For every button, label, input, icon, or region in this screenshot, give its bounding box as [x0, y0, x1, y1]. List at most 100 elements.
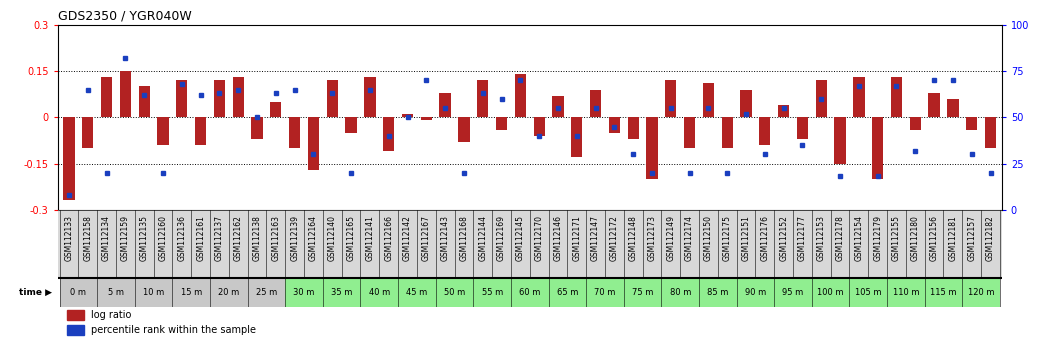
Bar	[590, 90, 601, 117]
Bar	[722, 117, 733, 148]
Text: GSM112149: GSM112149	[666, 215, 676, 261]
Bar	[816, 80, 827, 117]
Bar	[214, 80, 226, 117]
Bar	[985, 117, 997, 148]
Bar	[473, 278, 511, 307]
Bar	[440, 93, 451, 117]
Bar	[458, 117, 470, 142]
Bar	[135, 278, 172, 307]
Text: GSM112175: GSM112175	[723, 215, 732, 261]
Bar	[646, 117, 658, 179]
Bar	[399, 278, 435, 307]
Bar	[608, 117, 620, 133]
Text: GSM112176: GSM112176	[761, 215, 769, 261]
Text: GSM112161: GSM112161	[196, 215, 206, 261]
Text: GSM112173: GSM112173	[647, 215, 657, 261]
Text: 110 m: 110 m	[893, 288, 919, 297]
Bar	[624, 278, 661, 307]
Text: GSM112178: GSM112178	[836, 215, 844, 261]
Text: 55 m: 55 m	[481, 288, 502, 297]
Bar	[233, 77, 243, 117]
Text: 75 m: 75 m	[631, 288, 654, 297]
Text: GSM112170: GSM112170	[535, 215, 543, 261]
Text: GSM112168: GSM112168	[459, 215, 469, 261]
Bar	[60, 278, 98, 307]
Text: 120 m: 120 m	[968, 288, 994, 297]
Text: log ratio: log ratio	[90, 310, 131, 320]
Text: GSM112182: GSM112182	[986, 215, 996, 261]
Bar	[571, 117, 582, 157]
Bar	[82, 117, 93, 148]
Text: GSM112162: GSM112162	[234, 215, 242, 261]
Bar	[248, 278, 285, 307]
Text: 90 m: 90 m	[745, 288, 766, 297]
Bar	[627, 117, 639, 139]
Bar	[553, 96, 563, 117]
Bar	[67, 325, 84, 335]
Text: GSM112155: GSM112155	[892, 215, 901, 261]
Text: GSM112180: GSM112180	[911, 215, 920, 261]
Text: 100 m: 100 m	[817, 288, 843, 297]
Text: 50 m: 50 m	[444, 288, 465, 297]
Text: GSM112177: GSM112177	[798, 215, 807, 261]
Bar	[323, 278, 361, 307]
Bar	[67, 310, 84, 320]
Text: percentile rank within the sample: percentile rank within the sample	[90, 325, 256, 335]
Bar	[210, 278, 248, 307]
Bar	[290, 117, 300, 148]
Bar	[741, 90, 752, 117]
Bar	[966, 117, 978, 130]
Text: GSM112156: GSM112156	[929, 215, 939, 261]
Text: GSM112164: GSM112164	[309, 215, 318, 261]
Bar	[307, 117, 319, 170]
Bar	[665, 80, 677, 117]
Bar	[172, 278, 210, 307]
Text: time ▶: time ▶	[19, 288, 52, 297]
Text: GSM112160: GSM112160	[158, 215, 168, 261]
Text: GSM112140: GSM112140	[327, 215, 337, 261]
Bar	[736, 278, 774, 307]
Bar	[891, 77, 902, 117]
Bar	[872, 117, 883, 179]
Text: GSM112166: GSM112166	[384, 215, 393, 261]
Bar	[138, 86, 150, 117]
Text: 60 m: 60 m	[519, 288, 540, 297]
Text: 95 m: 95 m	[783, 288, 804, 297]
Bar	[850, 278, 887, 307]
Text: GSM112134: GSM112134	[102, 215, 111, 261]
Bar	[778, 105, 789, 117]
Text: GSM112138: GSM112138	[253, 215, 261, 261]
Bar	[586, 278, 624, 307]
Text: GSM112158: GSM112158	[83, 215, 92, 261]
Bar	[549, 278, 586, 307]
Bar	[98, 278, 135, 307]
Bar	[383, 117, 394, 151]
Bar	[962, 278, 1000, 307]
Bar	[699, 278, 736, 307]
Bar	[947, 99, 959, 117]
Text: 35 m: 35 m	[331, 288, 352, 297]
Text: GSM112141: GSM112141	[365, 215, 374, 261]
Text: 25 m: 25 m	[256, 288, 277, 297]
Bar	[402, 114, 413, 117]
Bar	[853, 77, 864, 117]
Bar	[909, 117, 921, 130]
Text: 10 m: 10 m	[143, 288, 165, 297]
Bar	[285, 278, 323, 307]
Text: 65 m: 65 m	[557, 288, 578, 297]
Text: 70 m: 70 m	[595, 288, 616, 297]
Bar	[252, 117, 262, 139]
Bar	[515, 74, 526, 117]
Text: GSM112152: GSM112152	[779, 215, 788, 261]
Text: GSM112169: GSM112169	[497, 215, 506, 261]
Text: GSM112150: GSM112150	[704, 215, 713, 261]
Bar	[120, 71, 131, 117]
Text: GSM112144: GSM112144	[478, 215, 487, 261]
Bar	[684, 117, 695, 148]
Bar	[364, 77, 376, 117]
Bar	[345, 117, 357, 133]
Text: GSM112157: GSM112157	[967, 215, 977, 261]
Text: GSM112174: GSM112174	[685, 215, 694, 261]
Text: 40 m: 40 m	[368, 288, 390, 297]
Text: 115 m: 115 m	[930, 288, 957, 297]
